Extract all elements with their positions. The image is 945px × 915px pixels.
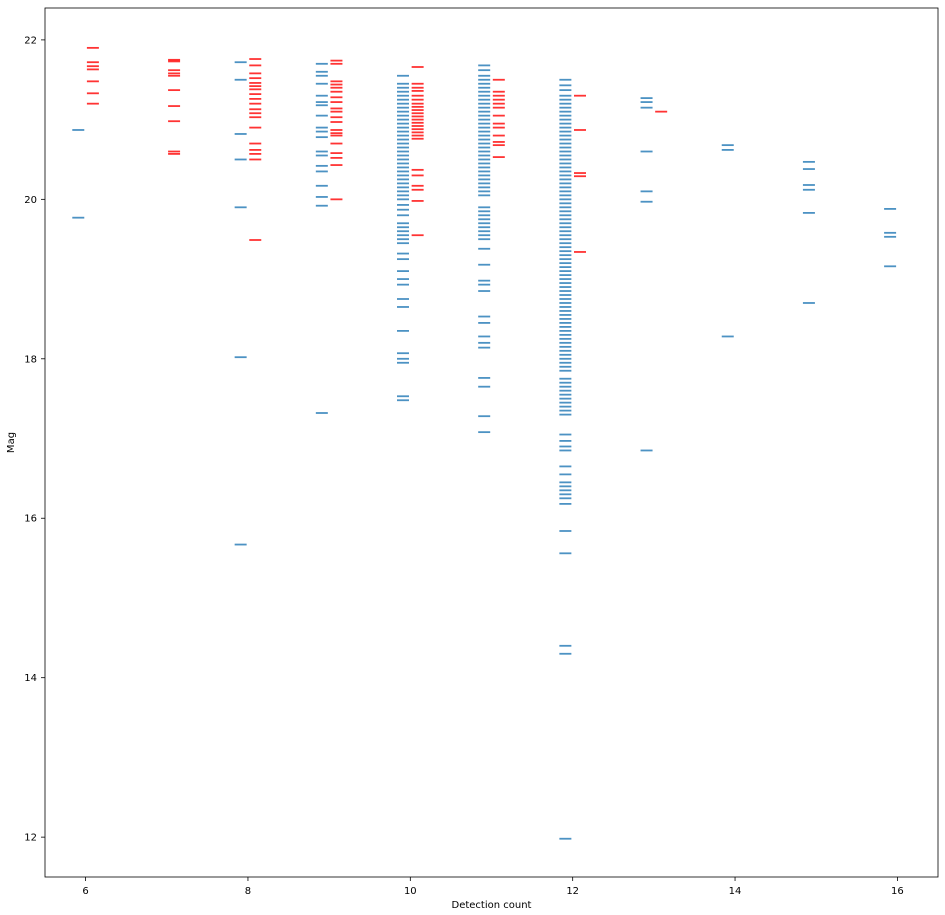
y-tick-label: 14 <box>24 673 37 684</box>
axes-layer: 6 8 10 12 14 16 12 14 16 18 20 22 <box>24 7 939 897</box>
y-tick-label: 18 <box>24 354 37 365</box>
x-tick-label: 12 <box>566 886 579 897</box>
x-tick-label: 14 <box>729 886 742 897</box>
x-tick-label: 8 <box>245 886 251 897</box>
series-1 <box>86 46 668 253</box>
series-0 <box>72 61 897 840</box>
plot-frame <box>44 7 939 878</box>
x-tick-label: 10 <box>404 886 417 897</box>
marks-layer <box>72 46 897 840</box>
y-axis-label: Mag <box>6 432 17 453</box>
x-tick-label: 6 <box>82 886 88 897</box>
x-axis-label: Detection count <box>452 900 532 911</box>
y-tick-label: 20 <box>24 195 37 206</box>
y-tick-label: 16 <box>24 514 37 525</box>
y-tick-label: 22 <box>24 35 37 46</box>
x-tick-label: 16 <box>891 886 904 897</box>
y-tick-label: 12 <box>24 833 37 844</box>
